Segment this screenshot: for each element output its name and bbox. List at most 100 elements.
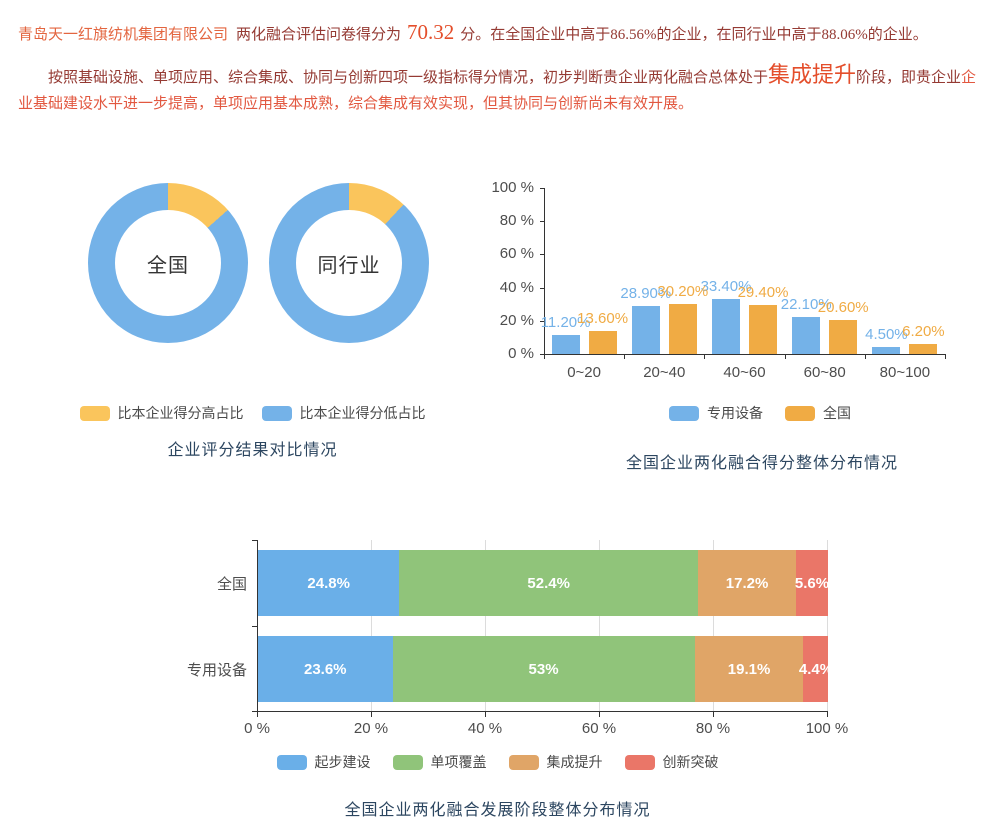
legend-swatch xyxy=(276,754,307,770)
assessment-tail: 企业基础建设水平进一步提高，单项应用基本成熟，综合集成有效实现，但其协同与创新尚… xyxy=(18,70,977,112)
y-axis-label: 20 % xyxy=(499,311,534,329)
stacked-segment-1: 52.4% xyxy=(399,550,699,616)
bar-value-label: 4.50% xyxy=(865,325,908,343)
y-tick xyxy=(540,221,544,223)
stage-value: 集成提升 xyxy=(768,62,857,87)
legend-label: 起步建设 xyxy=(314,754,371,770)
row-label: 全国 xyxy=(216,576,247,593)
stacked-segment-1: 53% xyxy=(392,636,695,702)
y-tick xyxy=(540,320,544,322)
bar-value-label: 11.20% xyxy=(540,314,591,332)
bar-value-label: 22.10% xyxy=(780,296,832,314)
legend-swatch xyxy=(508,754,539,770)
donut-hole: 全国 xyxy=(115,210,221,316)
legend-label: 创新突破 xyxy=(662,754,719,770)
segment-value-label: 17.2% xyxy=(725,574,769,592)
x-axis-label: 40~60 xyxy=(723,364,766,381)
donut-label: 同行业 xyxy=(317,254,381,277)
x-axis-label: 100 % xyxy=(805,720,849,737)
gridline xyxy=(485,540,486,711)
summary-text: 两化融合评估问卷得分为 xyxy=(236,27,402,43)
legend-swatch xyxy=(392,754,423,770)
x-tick xyxy=(257,712,258,717)
gridline xyxy=(713,540,714,711)
x-tick xyxy=(624,355,626,359)
assessment-mid: 阶段，即贵企业 xyxy=(856,70,962,86)
summary-paragraph: 青岛天一红旗纺机集团有限公司 两化融合评估问卷得分为 70.32 分。在全国企业中高于… xyxy=(18,20,986,47)
company-name: 青岛天一红旗纺机集团有限公司 xyxy=(18,27,229,43)
bar-series-0 xyxy=(551,335,580,354)
x-axis-label: 0~20 xyxy=(567,364,601,381)
legend-swatch xyxy=(261,405,292,421)
x-tick xyxy=(371,712,372,717)
bar-value-label: 30.20% xyxy=(657,282,709,300)
score-value: 70.32 xyxy=(407,20,455,44)
assessment-lead: 按照基础设施、单项应用、综合集成、协同与创新四项一级指标得分情况，初步判断贵企业… xyxy=(48,70,769,86)
assessment-paragraph: 按照基础设施、单项应用、综合集成、协同与创新四项一级指标得分情况，初步判断贵企业… xyxy=(18,62,986,117)
x-axis-label: 0 % xyxy=(244,720,270,737)
x-axis-label: 40 % xyxy=(467,720,503,737)
legend-item: 全国 xyxy=(785,403,851,423)
row-label: 专用设备 xyxy=(186,662,247,679)
bar-series-1 xyxy=(749,305,777,354)
donut-hole: 同行业 xyxy=(296,210,402,316)
y-tick xyxy=(540,287,544,289)
stacked-segment-2: 19.1% xyxy=(694,636,804,702)
legend-item: 起步建设 xyxy=(276,752,371,772)
segment-value-label: 53% xyxy=(528,660,559,678)
legend-label: 比本企业得分高占比 xyxy=(117,405,244,421)
stacked-segment-0: 23.6% xyxy=(258,636,393,702)
donut-chart-title: 企业评分结果对比情况 xyxy=(167,442,338,459)
stacked-row: 23.6% 53% 19.1% 4.4% xyxy=(258,636,828,702)
y-axis-label: 60 % xyxy=(499,245,534,263)
legend-item: 单项覆盖 xyxy=(392,752,487,772)
bar-value-label: 28.90% xyxy=(620,285,672,303)
x-tick xyxy=(784,355,786,359)
stacked-row: 24.8% 52.4% 17.2% 5.6% xyxy=(258,550,828,616)
gridline xyxy=(827,540,828,711)
bar-chart-title: 全国企业两化融合得分整体分布情况 xyxy=(625,455,898,472)
bar-series-0 xyxy=(872,346,901,354)
stacked-chart-legend: 起步建设 单项覆盖 集成提升 创新突破 xyxy=(0,752,995,772)
stacked-segment-3: 4.4% xyxy=(799,636,828,702)
segment-value-label: 24.8% xyxy=(307,574,350,592)
stacked-chart-title: 全国企业两化融合发展阶段整体分布情况 xyxy=(344,802,651,819)
legend-item: 专用设备 xyxy=(669,403,763,423)
stacked-segment-3: 5.6% xyxy=(794,550,828,616)
donut-chart-group: 全国 同行业 xyxy=(88,183,429,343)
x-tick xyxy=(485,712,486,717)
bar-series-0 xyxy=(631,306,660,354)
y-tick xyxy=(252,540,257,541)
y-axis-label: 100 % xyxy=(491,179,534,196)
x-axis-label: 20~40 xyxy=(643,364,686,381)
x-tick xyxy=(544,355,545,359)
y-axis-label: 80 % xyxy=(499,212,534,230)
bar-chart-legend: 专用设备 全国 xyxy=(560,403,960,423)
segment-value-label: 4.4% xyxy=(798,660,828,678)
donut-industry: 同行业 xyxy=(269,183,429,343)
y-tick xyxy=(252,625,257,627)
legend-item: 比本企业得分低占比 xyxy=(261,403,426,423)
legend-item: 比本企业得分高占比 xyxy=(79,403,244,423)
x-axis-label: 60~80 xyxy=(803,364,846,381)
bar-value-label: 33.40% xyxy=(700,277,752,295)
x-axis-label: 60 % xyxy=(581,720,617,737)
summary-tail: 分。在全国企业中高于86.56%的企业，在同行业中高于88.06%的企业。 xyxy=(460,27,928,43)
legend-label: 单项覆盖 xyxy=(430,754,487,770)
legend-item: 集成提升 xyxy=(508,752,603,772)
stacked-segment-0: 24.8% xyxy=(258,550,400,616)
bar-plot-area xyxy=(544,188,946,355)
legend-swatch xyxy=(785,405,815,421)
bar-series-1 xyxy=(668,303,697,354)
segment-value-label: 52.4% xyxy=(527,574,570,592)
x-axis-line xyxy=(257,711,828,712)
legend-label: 比本企业得分低占比 xyxy=(299,405,426,421)
x-tick xyxy=(864,355,866,359)
x-tick xyxy=(945,355,946,359)
x-tick xyxy=(827,712,828,717)
y-tick xyxy=(540,188,544,189)
y-tick xyxy=(252,711,257,712)
segment-value-label: 5.6% xyxy=(794,574,828,592)
y-tick xyxy=(540,354,544,355)
